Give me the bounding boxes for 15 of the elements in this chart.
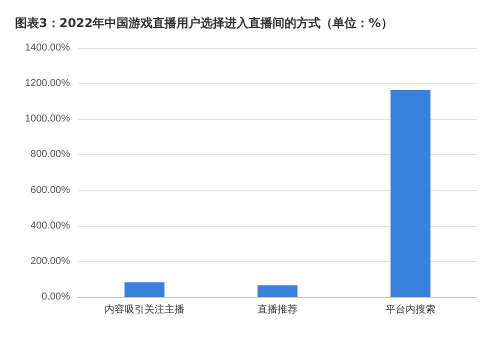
x-tick-label: 平台内搜索	[386, 304, 436, 316]
x-tick-label: 内容吸引关注主播	[104, 304, 184, 316]
y-tick-label: 0.00%	[42, 292, 70, 302]
bar	[258, 285, 298, 297]
y-tick-label: 1400.00%	[24, 42, 70, 54]
y-tick-label: 200.00%	[30, 256, 70, 267]
y-tick-label: 600.00%	[30, 184, 70, 196]
chart-title: 图表3：2022年中国游戏直播用户选择进入直播间的方式（单位：%）	[15, 16, 393, 30]
y-tick-label: 1200.00%	[24, 78, 70, 90]
y-tick-label: 400.00%	[30, 220, 70, 232]
y-tick-label: 1000.00%	[24, 114, 70, 125]
bar	[124, 282, 164, 297]
x-tick-label: 直播推荐	[258, 304, 298, 316]
bar	[390, 90, 430, 297]
y-tick-label: 800.00%	[30, 149, 70, 160]
